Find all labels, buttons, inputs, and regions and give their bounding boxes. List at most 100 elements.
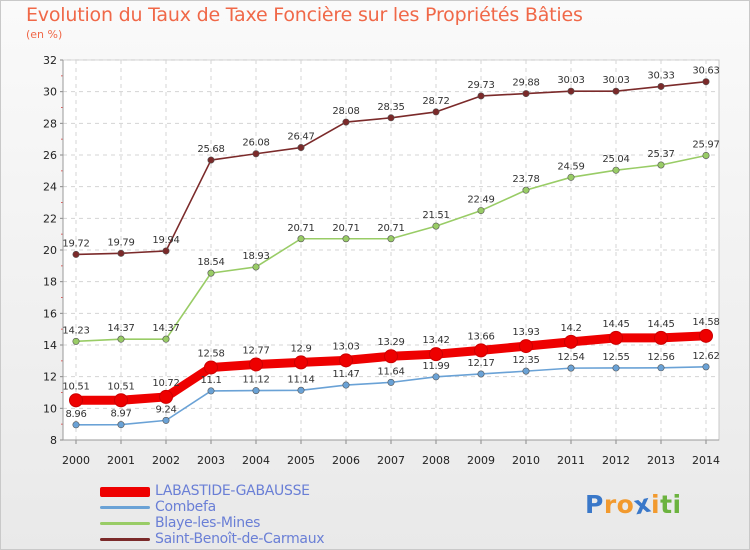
data-label-labastide-gabausse: 14.2 <box>560 323 581 334</box>
data-point-combefa <box>522 367 530 375</box>
series-layer <box>69 78 713 429</box>
y-tick-label: 32 <box>43 54 57 67</box>
y-tick-label: 18 <box>43 276 57 289</box>
data-point-labastide-gabausse <box>564 334 578 349</box>
legend-swatch-combefa <box>100 506 150 509</box>
logo-letter: t <box>660 490 673 519</box>
legend-item-saint-benoit-de-carmaux[interactable]: Saint-Benoît-de-Carmaux <box>100 531 420 548</box>
data-point-combefa <box>117 421 125 429</box>
data-label-labastide-gabausse: 10.51 <box>107 381 134 392</box>
data-point-labastide-gabausse <box>294 355 308 370</box>
data-label-labastide-gabausse: 14.45 <box>647 319 674 330</box>
data-label-labastide-gabausse: 12.9 <box>290 343 311 354</box>
data-label-labastide-gabausse: 10.72 <box>152 378 179 389</box>
data-label-blaye-les-mines: 25.04 <box>602 154 629 165</box>
data-point-combefa <box>252 387 260 395</box>
chart-title: Evolution du Taux de Taxe Foncière sur l… <box>26 4 583 26</box>
data-label-blaye-les-mines: 14.23 <box>62 325 89 336</box>
data-point-blaye-les-mines <box>387 235 395 243</box>
data-point-combefa <box>162 416 170 424</box>
data-label-blaye-les-mines: 22.49 <box>467 195 494 206</box>
data-point-blaye-les-mines <box>522 186 530 194</box>
data-label-combefa: 12.54 <box>557 352 584 363</box>
y-tick-label: 14 <box>43 339 57 352</box>
data-point-combefa <box>342 381 350 389</box>
data-point-labastide-gabausse <box>204 360 218 375</box>
data-label-saint-benoit-de-carmaux: 30.03 <box>557 75 584 86</box>
data-point-saint-benoit-de-carmaux <box>657 82 665 90</box>
data-point-saint-benoit-de-carmaux <box>612 87 620 95</box>
data-label-combefa: 11.99 <box>422 361 449 372</box>
data-label-saint-benoit-de-carmaux: 30.03 <box>602 75 629 86</box>
data-label-combefa: 11.47 <box>332 369 359 380</box>
data-point-blaye-les-mines <box>72 337 80 345</box>
logo-letter: r <box>603 490 617 519</box>
data-label-labastide-gabausse: 14.45 <box>602 319 629 330</box>
data-label-blaye-les-mines: 21.51 <box>422 210 449 221</box>
data-point-combefa <box>477 370 485 378</box>
data-point-saint-benoit-de-carmaux <box>522 90 530 98</box>
logo-letter: i <box>651 490 661 519</box>
data-label-combefa: 12.62 <box>692 351 719 362</box>
logo-letter: o <box>616 490 635 519</box>
x-tick-label: 2012 <box>602 454 630 467</box>
data-label-blaye-les-mines: 25.37 <box>647 149 674 160</box>
data-label-blaye-les-mines: 18.54 <box>197 257 224 268</box>
data-point-labastide-gabausse <box>249 357 263 372</box>
legend-label-labastide-gabausse: LABASTIDE-GABAUSSE <box>155 483 310 499</box>
data-label-labastide-gabausse: 12.77 <box>242 345 269 356</box>
x-tick-label: 2014 <box>692 454 720 467</box>
data-label-combefa: 11.14 <box>287 374 314 385</box>
legend-item-combefa[interactable]: Combefa <box>100 499 420 516</box>
value-label-layer: 19.72 19.79 19.94 25.68 26.08 26.47 28.08 28.35… <box>62 66 719 420</box>
legend-item-labastide-gabausse[interactable]: LABASTIDE-GABAUSSE <box>100 483 420 500</box>
legend-item-blaye-les-mines[interactable]: Blaye-les-Mines <box>100 515 420 532</box>
x-tick-label: 2011 <box>557 454 585 467</box>
data-label-saint-benoit-de-carmaux: 28.72 <box>422 96 449 107</box>
data-point-saint-benoit-de-carmaux <box>342 118 350 126</box>
data-point-combefa <box>297 386 305 394</box>
data-label-labastide-gabausse: 14.58 <box>692 317 719 328</box>
data-point-labastide-gabausse <box>69 393 83 408</box>
data-point-saint-benoit-de-carmaux <box>252 150 260 158</box>
data-label-blaye-les-mines: 20.71 <box>377 223 404 234</box>
data-point-labastide-gabausse <box>339 353 353 368</box>
data-point-combefa <box>432 373 440 381</box>
x-tick-label: 2002 <box>152 454 180 467</box>
data-point-blaye-les-mines <box>297 235 305 243</box>
data-point-saint-benoit-de-carmaux <box>162 247 170 255</box>
data-point-saint-benoit-de-carmaux <box>72 250 80 258</box>
data-point-blaye-les-mines <box>702 151 710 159</box>
data-label-saint-benoit-de-carmaux: 30.63 <box>692 66 719 77</box>
data-label-combefa: 12.56 <box>647 352 674 363</box>
logo-letter: P <box>585 490 604 519</box>
x-tick-label: 2008 <box>422 454 450 467</box>
data-label-combefa: 11.1 <box>200 375 221 386</box>
data-label-blaye-les-mines: 23.78 <box>512 174 539 185</box>
data-label-blaye-les-mines: 14.37 <box>152 323 179 334</box>
data-point-labastide-gabausse <box>519 339 533 354</box>
x-tick-label: 2006 <box>332 454 360 467</box>
data-label-saint-benoit-de-carmaux: 19.72 <box>62 238 89 249</box>
data-label-combefa: 9.24 <box>155 404 176 415</box>
data-point-saint-benoit-de-carmaux <box>207 156 215 164</box>
y-tick-label: 30 <box>43 86 57 99</box>
logo-letter: i <box>672 490 682 519</box>
data-point-blaye-les-mines <box>432 222 440 230</box>
data-point-blaye-les-mines <box>477 207 485 215</box>
data-label-saint-benoit-de-carmaux: 26.08 <box>242 138 269 149</box>
data-label-saint-benoit-de-carmaux: 29.88 <box>512 78 539 89</box>
y-tick-label: 12 <box>43 371 57 384</box>
data-label-combefa: 11.64 <box>377 366 404 377</box>
y-tick-label: 22 <box>43 212 57 225</box>
data-label-labastide-gabausse: 13.66 <box>467 331 494 342</box>
data-point-combefa <box>702 363 710 371</box>
data-point-saint-benoit-de-carmaux <box>567 87 575 95</box>
data-label-blaye-les-mines: 14.37 <box>107 323 134 334</box>
data-label-saint-benoit-de-carmaux: 19.79 <box>107 237 134 248</box>
data-label-labastide-gabausse: 13.03 <box>332 341 359 352</box>
data-label-saint-benoit-de-carmaux: 25.68 <box>197 144 224 155</box>
data-point-saint-benoit-de-carmaux <box>432 108 440 116</box>
data-point-saint-benoit-de-carmaux <box>297 144 305 152</box>
